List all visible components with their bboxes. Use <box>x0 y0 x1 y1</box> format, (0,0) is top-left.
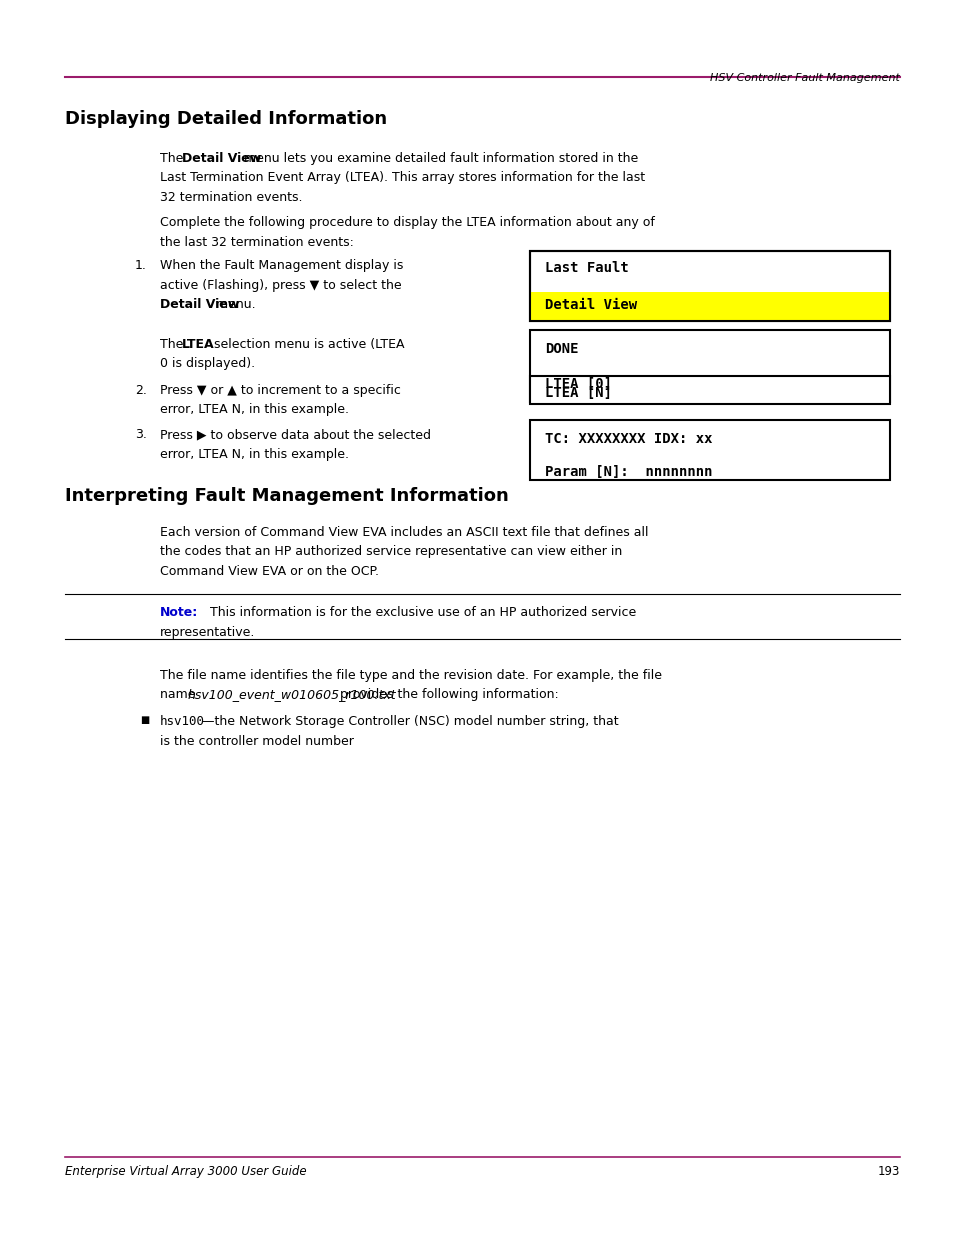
FancyBboxPatch shape <box>530 375 889 404</box>
Text: 32 termination events.: 32 termination events. <box>160 191 302 204</box>
Text: representative.: representative. <box>160 626 255 638</box>
Text: HSV Controller Fault Management: HSV Controller Fault Management <box>709 73 899 83</box>
Text: the last 32 termination events:: the last 32 termination events: <box>160 236 354 248</box>
Text: Enterprise Virtual Array 3000 User Guide: Enterprise Virtual Array 3000 User Guide <box>65 1165 306 1178</box>
FancyBboxPatch shape <box>530 291 889 321</box>
Text: LTEA [0]: LTEA [0] <box>544 377 612 390</box>
Text: hsv100: hsv100 <box>160 715 205 729</box>
Text: menu lets you examine detailed fault information stored in the: menu lets you examine detailed fault inf… <box>239 152 638 165</box>
Text: Last Termination Event Array (LTEA). This array stores information for the last: Last Termination Event Array (LTEA). Thi… <box>160 172 644 184</box>
Text: The file name identifies the file type and the revision date. For example, the f: The file name identifies the file type a… <box>160 668 661 682</box>
Text: Note:: Note: <box>160 606 198 619</box>
Text: Complete the following procedure to display the LTEA information about any of: Complete the following procedure to disp… <box>160 216 654 230</box>
Text: The: The <box>160 152 187 165</box>
Text: Press ▼ or ▲ to increment to a specific: Press ▼ or ▲ to increment to a specific <box>160 384 400 396</box>
Text: Last Fault: Last Fault <box>544 262 628 275</box>
Text: —the Network Storage Controller (NSC) model number string, that: —the Network Storage Controller (NSC) mo… <box>201 715 618 729</box>
Text: hsv100_event_w010605_r100.txt: hsv100_event_w010605_r100.txt <box>188 688 395 701</box>
Text: Each version of Command View EVA includes an ASCII text file that defines all: Each version of Command View EVA include… <box>160 526 648 538</box>
Text: This information is for the exclusive use of an HP authorized service: This information is for the exclusive us… <box>202 606 636 619</box>
Text: Detail View: Detail View <box>544 298 637 311</box>
Text: When the Fault Management display is: When the Fault Management display is <box>160 259 403 272</box>
FancyBboxPatch shape <box>530 330 889 401</box>
Text: selection menu is active (LTEA: selection menu is active (LTEA <box>210 337 404 351</box>
Text: Detail View: Detail View <box>181 152 260 165</box>
Text: 193: 193 <box>877 1165 899 1178</box>
Text: is the controller model number: is the controller model number <box>160 735 354 748</box>
Text: LTEA [N]: LTEA [N] <box>544 385 612 400</box>
Text: TC: XXXXXXXX IDX: xx: TC: XXXXXXXX IDX: xx <box>544 432 712 446</box>
Text: Detail View: Detail View <box>160 298 239 311</box>
FancyBboxPatch shape <box>530 251 889 321</box>
Text: Command View EVA or on the OCP.: Command View EVA or on the OCP. <box>160 564 378 578</box>
Text: provides the following information:: provides the following information: <box>335 688 558 701</box>
Text: Interpreting Fault Management Information: Interpreting Fault Management Informatio… <box>65 487 508 505</box>
Text: ■: ■ <box>140 715 149 725</box>
Text: The: The <box>160 337 187 351</box>
Text: Press ▶ to observe data about the selected: Press ▶ to observe data about the select… <box>160 429 431 441</box>
Text: menu.: menu. <box>213 298 255 311</box>
FancyBboxPatch shape <box>530 420 889 480</box>
Text: Displaying Detailed Information: Displaying Detailed Information <box>65 110 387 128</box>
Text: 3.: 3. <box>135 429 147 441</box>
Text: error, LTEA N, in this example.: error, LTEA N, in this example. <box>160 403 349 416</box>
Text: 0 is displayed).: 0 is displayed). <box>160 357 254 370</box>
Text: name: name <box>160 688 199 701</box>
Text: LTEA: LTEA <box>181 337 213 351</box>
Text: Param [N]:  nnnnnnnn: Param [N]: nnnnnnnn <box>544 466 712 479</box>
Text: the codes that an HP authorized service representative can view either in: the codes that an HP authorized service … <box>160 546 621 558</box>
Text: 2.: 2. <box>135 384 147 396</box>
Text: active (Flashing), press ▼ to select the: active (Flashing), press ▼ to select the <box>160 279 401 291</box>
Text: DONE: DONE <box>544 342 578 356</box>
Text: error, LTEA N, in this example.: error, LTEA N, in this example. <box>160 448 349 461</box>
Text: 1.: 1. <box>135 259 147 272</box>
